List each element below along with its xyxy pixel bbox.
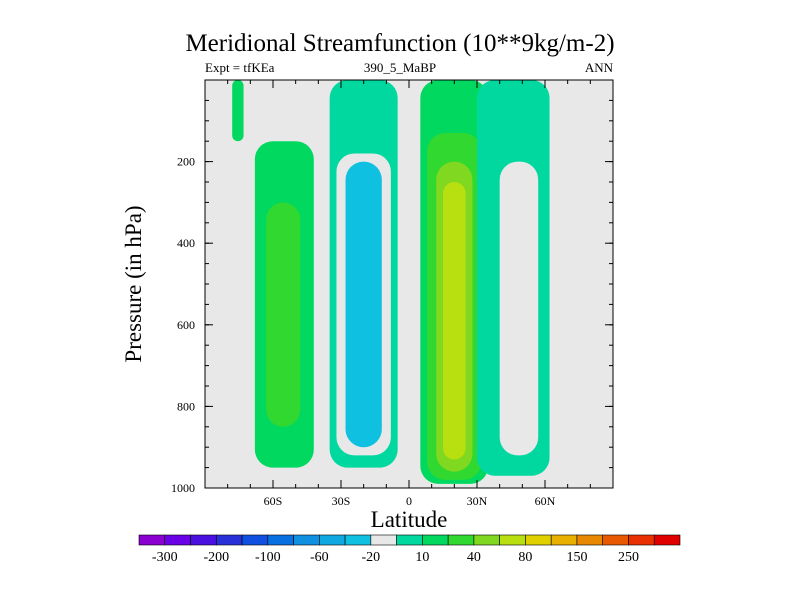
experiment-label: Expt = tfKEa <box>205 60 275 75</box>
period-label: 390_5_MaBP <box>363 60 437 75</box>
colorbar-swatch <box>576 534 604 546</box>
colorbar-swatch <box>602 534 629 546</box>
y-tick-label: 1000 <box>171 481 195 495</box>
colorbar-swatch <box>190 534 217 546</box>
colorbar-swatch <box>628 534 655 546</box>
colorbar-swatch <box>499 534 526 546</box>
x-tick-label: 60N <box>535 494 556 508</box>
colorbar-swatch <box>319 534 346 546</box>
y-tick-label: 200 <box>177 155 195 169</box>
x-tick-label: 30N <box>467 494 488 508</box>
season-label: ANN <box>584 60 613 75</box>
colorbar-swatch <box>447 534 475 546</box>
colorbar-label: 250 <box>618 550 639 565</box>
y-tick-label: 600 <box>177 318 195 332</box>
contour-regions <box>232 80 550 484</box>
colorbar-label: -200 <box>203 550 229 565</box>
colorbar-label: -20 <box>362 550 381 565</box>
contour-region-sh-hadley-negative-core <box>345 161 382 448</box>
colorbar-swatch <box>653 534 681 546</box>
colorbar-label: -300 <box>152 550 178 565</box>
colorbar-swatch <box>550 534 578 546</box>
colorbar-swatch <box>473 534 500 546</box>
y-tick-label: 400 <box>177 236 195 250</box>
y-axis-label: Pressure (in hPa) <box>121 205 146 362</box>
colorbar-swatch <box>241 534 269 546</box>
colorbar-swatch <box>138 534 166 546</box>
colorbar-swatch <box>525 534 552 546</box>
colorbar-label: 40 <box>467 550 481 565</box>
x-tick-label: 30S <box>332 494 351 508</box>
x-tick-label: 60S <box>264 494 283 508</box>
colorbar-label: 150 <box>566 550 587 565</box>
contour-region-sh-polar-positive-upper <box>232 80 244 142</box>
colorbar-swatch <box>344 534 372 546</box>
colorbar-swatch <box>215 534 243 546</box>
colorbar-swatch <box>293 534 320 546</box>
colorbar: -300 -200 -100 -60 -20 10 40 80 150 250 <box>138 534 681 565</box>
x-axis-label: Latitude <box>371 507 448 532</box>
colorbar-label: -60 <box>310 550 329 565</box>
colorbar-label: 10 <box>415 550 429 565</box>
y-tick-label: 800 <box>177 399 195 413</box>
colorbar-swatch <box>370 534 397 546</box>
contour-region-sh-midlat-positive-core <box>266 202 301 427</box>
axis-ticks: 60S 30S 0 30N 60N 200 400 600 800 1000 <box>171 79 614 508</box>
contour-region-nh-ferrel-negative-core <box>499 161 539 456</box>
colorbar-swatch <box>267 534 294 546</box>
colorbar-swatch <box>422 534 449 546</box>
x-tick-label: 0 <box>406 494 412 508</box>
colorbar-swatch <box>396 534 423 546</box>
contour-region-nh-hadley-positive-core <box>443 182 466 460</box>
colorbar-label: -100 <box>255 550 281 565</box>
colorbar-swatch <box>164 534 191 546</box>
chart-title: Meridional Streamfunction (10**9kg/m-2) <box>185 30 615 57</box>
colorbar-label: 80 <box>518 550 532 565</box>
